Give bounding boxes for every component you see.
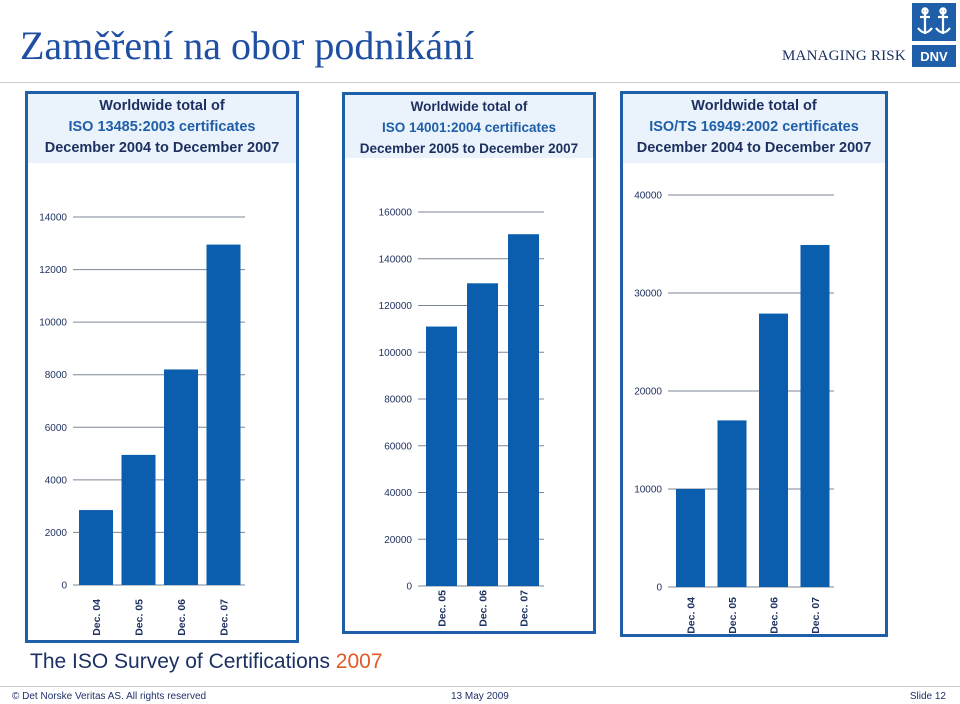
bar bbox=[508, 234, 539, 587]
chart-title-line: Worldwide total of bbox=[411, 99, 528, 114]
chart-title-line: Worldwide total of bbox=[99, 98, 225, 114]
y-tick-label: 20000 bbox=[634, 387, 662, 398]
logo-emblem-background bbox=[912, 3, 956, 41]
category-label: Dec. 04 bbox=[686, 597, 698, 634]
y-tick-label: 10000 bbox=[39, 318, 67, 329]
chart-title-line: ISO 14001:2004 certificates bbox=[382, 120, 556, 135]
category-label: Dec. 04 bbox=[91, 599, 103, 636]
footer-slide-number: Slide 12 bbox=[909, 691, 946, 702]
y-tick-label: 0 bbox=[656, 583, 662, 594]
chart-frame bbox=[25, 91, 299, 643]
bar bbox=[467, 283, 498, 586]
footer-date: 13 May 2009 bbox=[451, 691, 509, 702]
y-tick-label: 30000 bbox=[634, 289, 662, 300]
chart-title-line: December 2004 to December 2007 bbox=[45, 140, 280, 156]
survey-year: 2007 bbox=[335, 650, 383, 673]
bar bbox=[426, 326, 457, 586]
managing-risk-tagline: MANAGING RISK bbox=[782, 48, 906, 64]
y-tick-label: 0 bbox=[406, 582, 412, 593]
y-tick-label: 160000 bbox=[379, 208, 413, 219]
chart-title-line: December 2004 to December 2007 bbox=[637, 140, 872, 156]
category-label: Dec. 07 bbox=[810, 597, 822, 634]
y-tick-label: 2000 bbox=[45, 528, 68, 539]
category-label: Dec. 06 bbox=[478, 590, 490, 627]
category-label: Dec. 06 bbox=[769, 597, 781, 634]
anchor-icon bbox=[917, 7, 951, 34]
category-label: Dec. 07 bbox=[219, 599, 231, 636]
bar bbox=[79, 510, 113, 585]
bar bbox=[121, 454, 156, 585]
chart-title-line: December 2005 to December 2007 bbox=[360, 141, 578, 156]
logo-dnv-text: DNV bbox=[920, 49, 948, 64]
chart-title-line: ISO 13485:2003 certificates bbox=[68, 119, 255, 135]
y-tick-label: 140000 bbox=[379, 254, 413, 265]
y-tick-label: 14000 bbox=[39, 213, 67, 224]
bar bbox=[800, 244, 830, 588]
y-tick-label: 20000 bbox=[384, 535, 412, 546]
category-label: Dec. 06 bbox=[176, 599, 188, 636]
slide-title: Zaměření na obor podnikání bbox=[20, 23, 475, 68]
y-tick-label: 10000 bbox=[634, 485, 662, 496]
chart-iso-ts-16949: Worldwide total of ISO/TS 16949:2002 cert… bbox=[620, 91, 888, 637]
y-tick-label: 80000 bbox=[384, 395, 412, 406]
y-tick-label: 0 bbox=[61, 581, 67, 592]
survey-title: The ISO Survey of Certifications bbox=[30, 650, 330, 673]
category-label: Dec. 05 bbox=[727, 597, 739, 634]
bar bbox=[717, 420, 747, 587]
y-tick-label: 8000 bbox=[45, 370, 68, 381]
y-tick-label: 120000 bbox=[379, 301, 413, 312]
iso-survey-heading: The ISO Survey of Certifications 2007 bbox=[30, 650, 383, 674]
bar bbox=[676, 489, 705, 587]
dnv-logo: DNV bbox=[912, 3, 956, 67]
category-label: Dec. 07 bbox=[519, 590, 531, 627]
y-tick-label: 4000 bbox=[45, 475, 68, 486]
y-tick-label: 40000 bbox=[634, 191, 662, 202]
bar bbox=[759, 313, 788, 587]
chart-frame bbox=[620, 91, 888, 637]
y-tick-label: 60000 bbox=[384, 441, 412, 452]
footer-divider bbox=[0, 686, 960, 687]
category-label: Dec. 05 bbox=[134, 599, 146, 636]
bar bbox=[164, 369, 198, 585]
y-tick-label: 12000 bbox=[39, 265, 67, 276]
chart-header bbox=[623, 94, 885, 163]
y-tick-label: 100000 bbox=[379, 348, 413, 359]
bar bbox=[206, 244, 241, 585]
chart-header bbox=[28, 94, 296, 163]
footer-copyright: © Det Norske Veritas AS. All rights rese… bbox=[12, 691, 207, 702]
chart-iso-13485: Worldwide total of ISO 13485:2003 certifi… bbox=[25, 91, 299, 643]
chart-title-line: ISO/TS 16949:2002 certificates bbox=[649, 119, 859, 135]
category-label: Dec. 05 bbox=[437, 590, 449, 627]
header-divider bbox=[0, 82, 960, 83]
y-tick-label: 6000 bbox=[45, 423, 68, 434]
y-tick-label: 40000 bbox=[384, 488, 412, 499]
chart-header bbox=[345, 95, 593, 158]
chart-title-line: Worldwide total of bbox=[691, 98, 817, 114]
logo-dnv-background bbox=[912, 45, 956, 67]
chart-iso-14001: Worldwide total of ISO 14001:2004 certifi… bbox=[342, 92, 596, 634]
